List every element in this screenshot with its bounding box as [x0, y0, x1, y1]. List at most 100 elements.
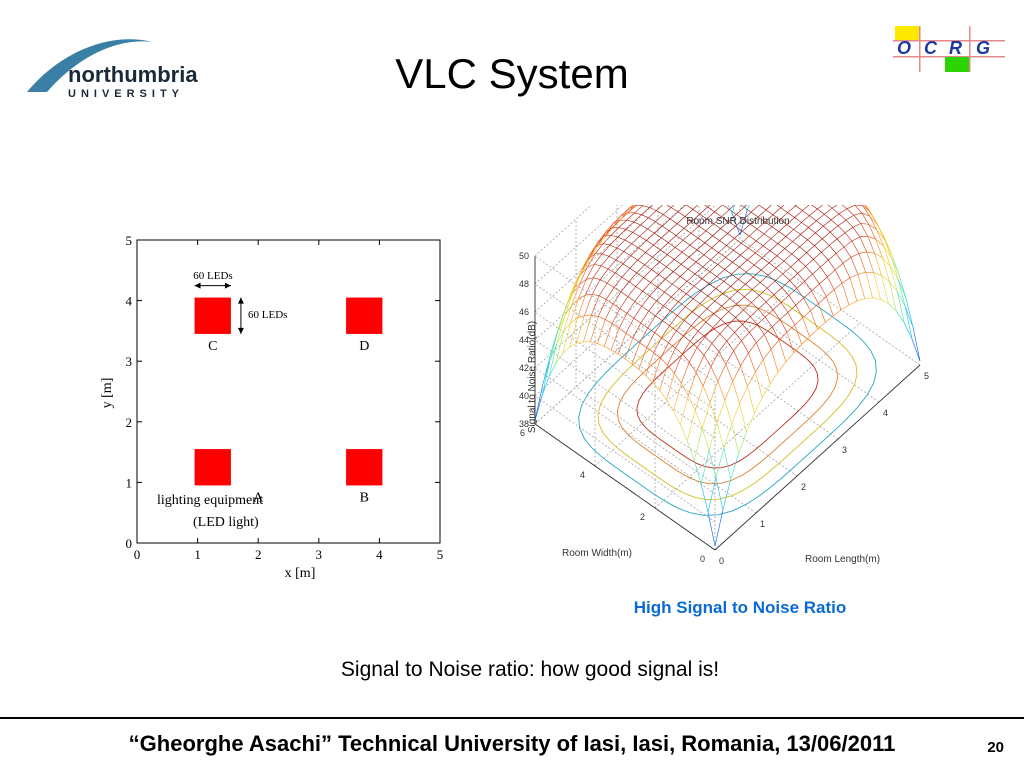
surface-mesh-line [716, 276, 724, 282]
surface-mesh-line [799, 246, 807, 253]
surface-mesh-line [555, 353, 563, 364]
surface-mesh-line [590, 316, 599, 342]
surface-mesh-line [726, 245, 734, 251]
side-wall-grid [534, 283, 716, 411]
surface-mesh-line [608, 247, 618, 257]
surface-mesh-line [587, 253, 596, 268]
surface-mesh-line [691, 221, 700, 227]
surface-mesh-line [727, 317, 736, 326]
surface-mesh-line [750, 211, 759, 218]
surface-mesh-line [675, 347, 683, 355]
surface-mesh-line [753, 269, 762, 278]
surface-mesh-line [812, 266, 821, 275]
surface-mesh-line [830, 225, 839, 233]
surface-mesh-line [652, 358, 661, 383]
surface-mesh-line [621, 208, 629, 219]
surface-mesh-line [726, 340, 734, 351]
page-number: 20 [987, 739, 1004, 756]
y-tick-label: 5 [126, 233, 133, 248]
surface-mesh-line [814, 245, 822, 253]
x-tick-label: 4 [376, 547, 383, 562]
surface-mesh-line [872, 297, 881, 300]
surface-mesh-line [714, 293, 723, 302]
surface-mesh-line [677, 205, 687, 213]
surface-mesh-line [827, 276, 835, 290]
surface-mesh-line [590, 341, 598, 344]
surface-mesh-line [642, 205, 650, 208]
surface-mesh-line [742, 223, 751, 232]
surface-mesh-line [735, 309, 744, 318]
surface-mesh-line [713, 313, 721, 320]
surface-mesh-line [653, 237, 662, 246]
surface-mesh-line [795, 305, 803, 318]
back-wall-grid [534, 205, 593, 257]
surface-mesh-line [638, 247, 646, 253]
surface-mesh-line [742, 316, 751, 325]
surface-mesh-line [687, 261, 697, 270]
surface-mesh-line [780, 205, 785, 208]
surface-mesh-line [912, 327, 921, 362]
surface-mesh-line [655, 315, 663, 321]
surface-mesh-line [758, 301, 767, 310]
surface-mesh-line [614, 263, 624, 274]
surface-mesh-line [740, 352, 749, 366]
surface-mesh-line [636, 272, 644, 278]
led-label-d: D [359, 339, 369, 354]
surface-mesh-line [672, 276, 681, 285]
surface-mesh-line [732, 262, 740, 268]
surface-mesh-line [681, 383, 689, 396]
surface-mesh-line [709, 271, 717, 277]
surface-mesh-line [747, 259, 755, 266]
surface-mesh-line [748, 342, 757, 354]
northumbria-logo: northumbria UNIVERSITY [27, 39, 198, 100]
surface-mesh-line [765, 294, 775, 303]
surface-mesh-line [709, 381, 719, 403]
surface-mesh-line [785, 352, 795, 363]
surface-mesh-line [739, 211, 748, 236]
surface-mesh-line [710, 366, 719, 382]
surface-mesh-line [786, 224, 794, 230]
led-note-led-light: (LED light) [193, 515, 259, 530]
surface-mesh-line [758, 205, 767, 211]
surface-mesh-line [612, 215, 621, 225]
side-wall-grid [534, 255, 716, 383]
surface-mesh-line [621, 276, 630, 282]
surface-mesh-line [763, 348, 772, 360]
surface-mesh-line [783, 260, 791, 268]
surface-mesh-line [640, 217, 649, 226]
surface-mesh-line [638, 347, 648, 370]
surface-mesh-line [795, 205, 797, 206]
surface-mesh-line [781, 280, 791, 288]
surface-mesh-line [772, 309, 781, 320]
surface-mesh-line [694, 410, 703, 429]
surface-mesh-line [869, 215, 877, 230]
z-tick-label: 44 [519, 335, 529, 345]
surface-mesh-line [690, 325, 699, 332]
surface-mesh-line [690, 316, 700, 326]
surface-mesh-line [796, 281, 805, 289]
surface-mesh-line [770, 349, 779, 373]
y-tick-label: 0 [700, 554, 705, 564]
surface-mesh-line [801, 215, 810, 223]
surface-mesh-line [772, 214, 780, 220]
surface-mesh-line [662, 320, 670, 326]
surface-mesh-line [741, 242, 749, 249]
surface-mesh-line [596, 232, 606, 244]
surface-mesh-line [698, 308, 708, 317]
surface-mesh-line [768, 262, 777, 269]
surface-mesh-line [708, 276, 717, 284]
surface-mesh-line [880, 299, 889, 304]
surface-mesh-line [686, 273, 696, 282]
surface-mesh-line [752, 282, 761, 290]
surface-mesh-line [891, 257, 899, 280]
surface-mesh-line [853, 215, 861, 224]
surface-mesh-line [555, 331, 564, 364]
surface-mesh-line [865, 205, 871, 213]
surface-mesh-line [794, 324, 803, 345]
surface-mesh-line [731, 213, 741, 236]
surface-mesh-line [623, 251, 631, 256]
y-tick-label: 0 [126, 536, 133, 551]
surface-mesh-line [643, 277, 651, 283]
surface-mesh-line [675, 228, 685, 236]
surface-mesh-line [727, 233, 735, 239]
